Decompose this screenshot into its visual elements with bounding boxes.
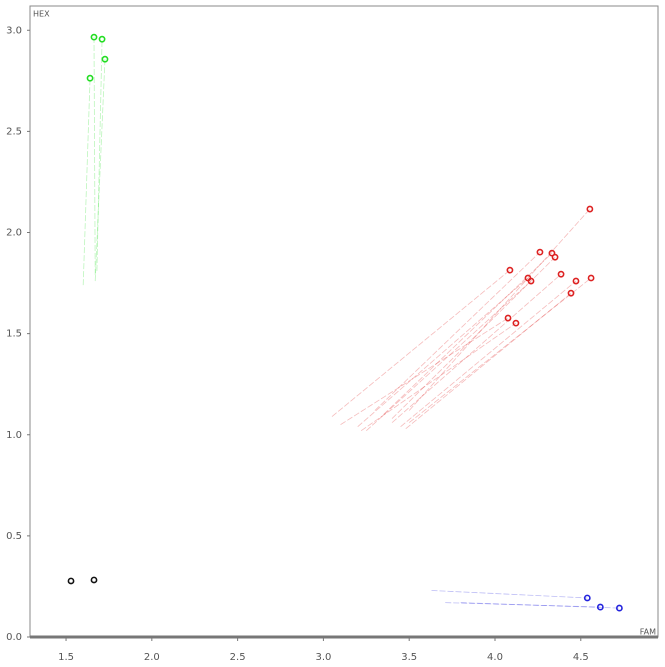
point — [587, 274, 595, 282]
point — [567, 289, 575, 297]
point — [586, 205, 594, 213]
trail — [93, 37, 96, 275]
x-tick-label: 4.5 — [573, 652, 589, 663]
point — [551, 253, 559, 261]
trail — [96, 39, 103, 271]
trail — [383, 252, 553, 415]
point — [101, 55, 109, 63]
point — [615, 604, 623, 612]
point — [527, 277, 535, 285]
point — [557, 270, 565, 278]
x-tick-label: 2.5 — [230, 652, 246, 663]
trail — [374, 251, 541, 411]
point — [98, 35, 106, 43]
y-axis-label: HEX — [33, 10, 50, 19]
trail — [360, 322, 517, 432]
trail — [94, 59, 106, 282]
point — [86, 74, 94, 82]
point — [90, 33, 98, 41]
y-tick-label: 2.0 — [6, 228, 22, 239]
point — [67, 577, 75, 585]
x-tick-label: 3.5 — [401, 652, 417, 663]
trail — [405, 292, 572, 429]
trail — [357, 277, 529, 427]
trail — [408, 277, 592, 423]
y-tick-label: 2.5 — [6, 126, 22, 137]
point — [583, 594, 591, 602]
trail — [460, 602, 620, 609]
point — [504, 314, 512, 322]
point — [536, 248, 544, 256]
trail — [391, 273, 562, 423]
trail — [400, 280, 577, 427]
point — [506, 266, 514, 274]
trail — [408, 208, 591, 411]
point — [572, 277, 580, 285]
trail — [331, 269, 511, 417]
y-tick-label: 3.0 — [6, 25, 22, 36]
y-tick-label: 1.5 — [6, 329, 22, 340]
y-tick-label: 1.0 — [6, 430, 22, 441]
plot-frame — [29, 5, 659, 638]
point — [90, 576, 98, 584]
y-tick-label: 0.5 — [6, 531, 22, 542]
x-tick-label: 3.0 — [315, 652, 331, 663]
point — [548, 249, 556, 257]
point — [512, 319, 520, 327]
point — [596, 603, 604, 611]
trail — [82, 78, 91, 286]
y-tick-label: 0.0 — [6, 632, 22, 643]
x-tick-label: 4.0 — [487, 652, 503, 663]
trail — [391, 256, 556, 419]
x-tick-label: 1.5 — [58, 652, 74, 663]
trail — [366, 280, 532, 432]
trail — [445, 602, 601, 608]
trail — [431, 590, 588, 599]
x-axis-label: FAM — [640, 628, 656, 637]
x-tick-label: 2.0 — [144, 652, 160, 663]
trail — [340, 317, 509, 425]
